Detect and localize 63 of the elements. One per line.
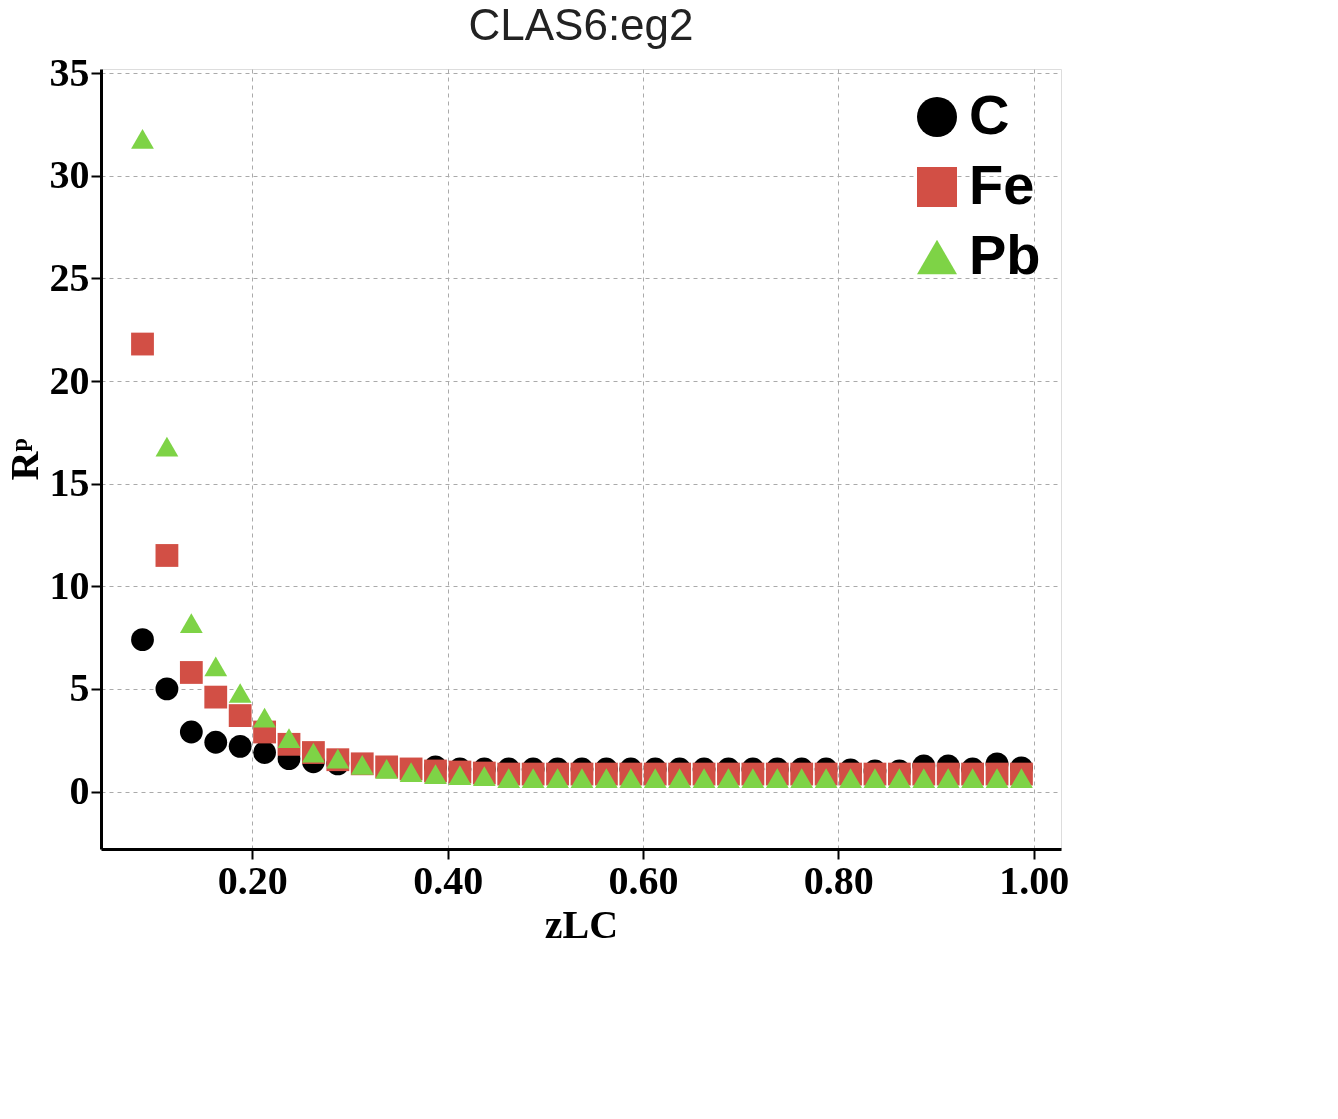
point xyxy=(814,768,838,789)
x-axis-title: zLC xyxy=(544,901,619,947)
y-tick-label: 35 xyxy=(49,49,90,95)
y-tick-label: 25 xyxy=(49,254,90,300)
point xyxy=(204,685,228,709)
point xyxy=(204,730,228,754)
point xyxy=(204,656,228,677)
point xyxy=(131,628,154,652)
point xyxy=(961,768,985,789)
legend-label: Fe xyxy=(969,153,1035,216)
y-tick-label: 30 xyxy=(49,152,90,198)
point xyxy=(228,683,252,703)
y-tick-label: 20 xyxy=(49,357,90,403)
point xyxy=(179,720,203,744)
point xyxy=(179,661,203,684)
point xyxy=(155,677,179,701)
y-tick-label: 10 xyxy=(49,562,90,608)
point xyxy=(228,704,252,727)
point xyxy=(839,768,862,789)
point xyxy=(790,768,814,789)
point xyxy=(399,762,423,782)
point xyxy=(277,728,301,749)
point xyxy=(155,544,179,567)
point xyxy=(424,764,447,784)
point xyxy=(912,768,936,789)
point xyxy=(1010,768,1033,789)
point xyxy=(497,768,521,789)
y-tick-label: 0 xyxy=(69,768,90,814)
point xyxy=(985,768,1009,789)
chart-title: CLAS6:eg2 xyxy=(468,0,694,50)
point xyxy=(228,734,252,758)
point xyxy=(594,768,618,789)
point xyxy=(741,768,765,789)
point xyxy=(521,768,545,789)
point xyxy=(472,766,496,787)
point xyxy=(131,332,154,356)
point xyxy=(765,768,789,789)
point xyxy=(448,765,472,785)
point xyxy=(131,128,154,149)
x-tick-label: 1.00 xyxy=(999,857,1070,903)
x-tick-label: 0.20 xyxy=(217,857,288,903)
point xyxy=(546,768,569,789)
legend-label: Pb xyxy=(969,223,1041,286)
y-axis-title: Rᵖ xyxy=(1,438,47,481)
point xyxy=(717,768,740,789)
point xyxy=(253,741,276,764)
x-tick-label: 0.40 xyxy=(413,857,484,903)
point xyxy=(179,613,203,634)
point xyxy=(155,436,179,457)
point xyxy=(936,768,960,789)
x-tick-label: 0.60 xyxy=(608,857,679,903)
y-tick-label: 5 xyxy=(69,665,90,711)
x-tick-label: 0.80 xyxy=(803,857,874,903)
point xyxy=(643,768,667,789)
point xyxy=(863,768,887,789)
point xyxy=(692,768,716,789)
point xyxy=(253,707,276,728)
point xyxy=(668,768,692,789)
point xyxy=(570,768,594,789)
y-tick-label: 15 xyxy=(49,460,90,506)
legend-label: C xyxy=(969,83,1010,146)
point xyxy=(887,768,911,789)
point xyxy=(619,768,643,789)
